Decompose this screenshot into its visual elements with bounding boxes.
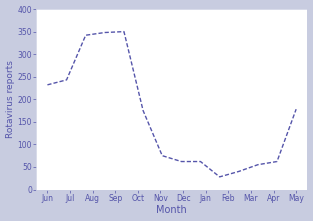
X-axis label: Month: Month xyxy=(156,206,187,215)
Y-axis label: Rotavirus reports: Rotavirus reports xyxy=(6,60,15,138)
